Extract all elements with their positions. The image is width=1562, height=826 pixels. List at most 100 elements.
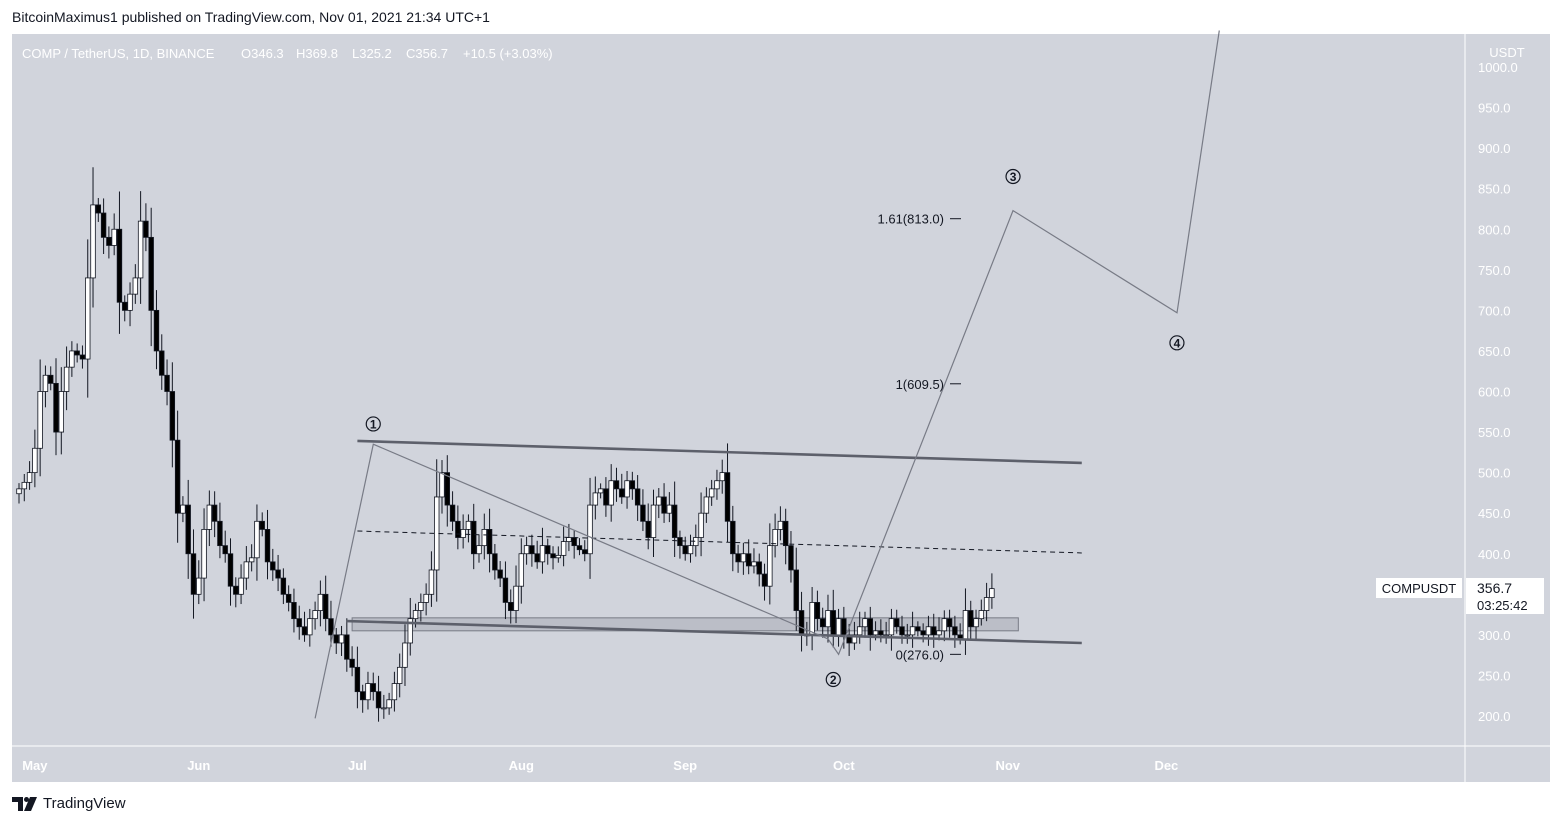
candle[interactable] [481,513,487,560]
candle[interactable] [978,599,985,626]
candle[interactable] [74,343,80,363]
candle[interactable] [301,611,308,642]
candle[interactable] [322,575,329,632]
candle[interactable] [550,546,556,570]
candle[interactable] [862,611,868,638]
channel-upper-line[interactable] [357,439,1082,465]
candle[interactable] [687,534,694,563]
candle[interactable] [735,544,741,573]
candle[interactable] [909,611,916,648]
candle[interactable] [465,514,472,543]
candle[interactable] [58,367,64,455]
candle[interactable] [259,512,265,537]
candle[interactable] [857,611,863,644]
candle[interactable] [613,467,620,502]
candle[interactable] [143,203,149,252]
candle[interactable] [597,483,604,499]
candle[interactable] [48,366,54,391]
candle[interactable] [26,461,33,490]
candle[interactable] [449,491,456,532]
candle[interactable] [476,534,482,563]
symbol-price-tag[interactable]: COMPUSDT 356.7 03:25:42 [1376,578,1544,614]
candle[interactable] [640,489,646,532]
wave-count-marker[interactable]: 4 [1169,335,1185,351]
candle[interactable] [555,546,562,563]
wave-count-marker[interactable]: 1 [365,416,381,432]
candle[interactable] [777,506,784,541]
candle[interactable] [952,615,958,648]
candle[interactable] [153,290,160,370]
candle[interactable] [714,469,720,500]
candle[interactable] [338,625,345,656]
candle[interactable] [307,608,313,647]
candle[interactable] [344,618,350,672]
candle[interactable] [983,582,990,622]
candle[interactable] [317,580,324,627]
candle[interactable] [634,475,641,521]
candle[interactable] [407,597,413,656]
candle[interactable] [899,615,905,644]
candle[interactable] [116,191,123,334]
candle[interactable] [439,460,445,514]
candle[interactable] [32,429,38,488]
candle[interactable] [508,589,514,624]
candle[interactable] [370,672,376,701]
candle[interactable] [878,619,884,643]
candle[interactable] [819,607,826,638]
candle[interactable] [539,527,546,574]
candle[interactable] [185,479,191,579]
price-axis[interactable]: 200.0250.0300.0350.0400.0450.0500.0550.0… [1478,60,1518,724]
candle[interactable] [248,544,255,572]
candle[interactable] [106,226,112,259]
candle[interactable] [21,474,27,502]
candle[interactable] [391,671,398,712]
candle[interactable] [576,538,583,556]
candle[interactable] [312,601,318,630]
candle[interactable] [502,561,509,620]
candle[interactable] [264,509,271,580]
candle[interactable] [296,605,302,640]
candle[interactable] [497,561,503,588]
candle[interactable] [164,359,170,406]
candle[interactable] [122,295,128,322]
candle[interactable] [159,334,165,390]
candle[interactable] [79,345,86,369]
candle[interactable] [492,544,498,580]
candle[interactable] [386,692,392,715]
candle[interactable] [545,538,551,565]
candle[interactable] [751,548,757,574]
candle[interactable] [169,362,176,468]
candle[interactable] [931,613,937,648]
candle[interactable] [285,585,292,612]
candle[interactable] [656,488,662,519]
candle[interactable] [227,538,234,606]
candle[interactable] [111,213,117,256]
candle[interactable] [418,593,424,622]
candle[interactable] [460,514,466,549]
candle[interactable] [724,443,731,543]
candle[interactable] [243,546,250,590]
candle[interactable] [428,551,435,607]
candle[interactable] [708,479,715,506]
candle[interactable] [354,646,361,709]
candles-layer[interactable] [16,167,995,722]
candle[interactable] [280,568,287,605]
candle[interactable] [396,653,403,698]
candle[interactable] [650,489,657,557]
candle[interactable] [444,455,450,527]
candle[interactable] [238,564,244,605]
candle[interactable] [745,539,752,575]
candle[interactable] [513,565,519,624]
candle[interactable] [381,694,387,719]
candle[interactable] [333,627,339,654]
candle[interactable] [217,502,223,559]
candle[interactable] [53,358,59,456]
candle[interactable] [518,538,525,604]
time-axis[interactable]: May Jun Jul Aug Sep Oct Nov Dec [22,758,1178,773]
candle[interactable] [63,346,70,411]
candle[interactable] [100,198,107,254]
candle[interactable] [471,503,477,570]
candle[interactable] [201,508,207,602]
candle[interactable] [888,608,895,651]
